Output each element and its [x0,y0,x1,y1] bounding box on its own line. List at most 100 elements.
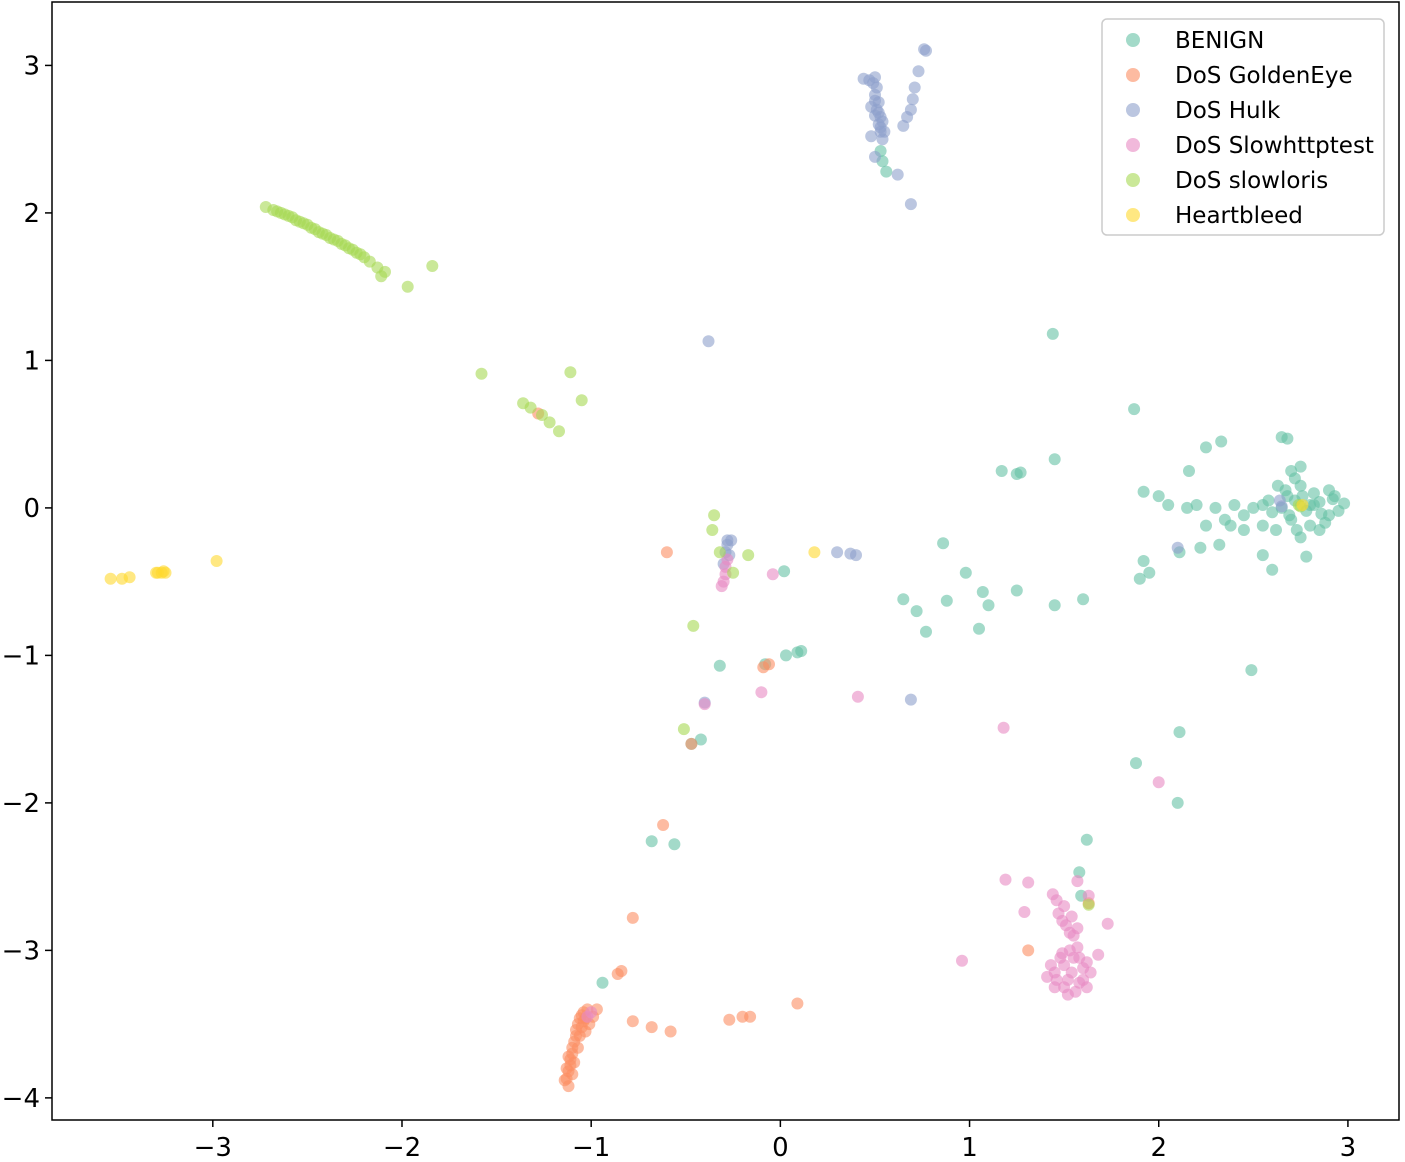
data-point [524,401,537,414]
data-point [475,367,488,380]
data-point [1200,519,1212,532]
data-point [727,566,740,579]
data-point [713,659,726,672]
data-point [668,838,681,851]
data-point [1281,432,1294,445]
data-point [1071,922,1084,935]
data-point [918,43,931,56]
data-point [1022,944,1035,957]
data-point [1315,507,1328,520]
legend: BENIGN DoS GoldenEye DoS Hulk DoS Slowhttpt… [1101,18,1385,236]
data-point [1046,888,1059,901]
data-point [880,165,893,178]
legend-item: BENIGN [1126,28,1264,54]
data-point [1290,524,1303,536]
data-point [891,168,904,181]
data-point [766,568,779,581]
data-point [1065,966,1078,979]
x-tick-label: 2 [1150,1133,1167,1162]
legend-item: Heartbleed [1126,203,1303,229]
data-point [626,1015,639,1028]
data-point [1256,549,1269,562]
data-point [1200,441,1212,454]
legend-box [1101,18,1385,236]
data-point [401,280,414,293]
data-point [571,1041,584,1054]
data-point [1092,948,1105,961]
legend-label: Heartbleed [1175,203,1303,229]
data-point [908,81,921,94]
data-point [1048,599,1061,612]
data-point [1275,500,1288,513]
data-point [536,409,548,421]
data-point [596,976,609,989]
data-point [831,546,844,559]
data-point [865,100,878,113]
data-point [1171,796,1184,809]
data-point [1071,875,1084,888]
data-point [1041,970,1054,983]
data-point [1046,327,1059,340]
data-point [1061,988,1074,1001]
data-point [999,873,1012,886]
data-point [685,737,698,750]
data-point [1307,487,1320,500]
x-tick-label: 3 [1340,1133,1357,1162]
data-point [426,260,439,272]
x-tick-label: −2 [383,1133,421,1162]
data-point [1137,485,1150,498]
data-point [763,658,775,671]
data-point [1288,472,1301,485]
data-point [1300,550,1313,563]
legend-marker [1126,103,1140,117]
data-point [1073,866,1086,879]
data-point [1237,509,1250,522]
data-point [1048,981,1061,994]
data-point [694,733,707,746]
data-point [123,571,136,584]
data-point [626,911,639,924]
data-point [1137,555,1150,567]
data-point [1256,519,1269,532]
data-point [876,115,889,128]
legend-label: DoS Slowhttptest [1175,133,1374,159]
data-point [973,622,985,635]
data-point [1224,519,1237,532]
data-point [615,965,628,977]
data-point [851,690,864,703]
data-point [104,572,117,585]
data-point [159,566,172,579]
data-point [210,555,223,567]
data-point [706,524,719,536]
data-point [687,619,700,632]
data-point [1307,499,1320,511]
legend-label: DoS Hulk [1175,98,1281,124]
legend-label: DoS GoldenEye [1175,63,1353,89]
data-point [375,270,388,283]
data-point [660,546,673,559]
data-point [1270,524,1282,536]
data-point [698,698,711,711]
data-point [742,549,755,562]
data-point [1183,465,1195,477]
y-tick-label: 1 [23,346,40,376]
data-point [1152,776,1165,789]
data-point [1133,572,1146,585]
data-point [562,1050,575,1063]
data-point [1080,833,1093,846]
data-point [575,394,588,407]
data-point [721,553,734,566]
x-tick-label: 0 [772,1133,789,1162]
legend-items: BENIGN DoS GoldenEye DoS Hulk DoS Slowhttpt… [1126,28,1374,229]
legend-marker [1126,138,1140,152]
data-point [1283,509,1296,522]
data-point [869,150,881,163]
data-point [1279,484,1292,497]
data-point [1294,460,1307,473]
data-point [1080,981,1093,994]
data-point [339,239,352,252]
data-point [1245,664,1258,677]
data-point [995,465,1008,477]
data-point [1082,898,1095,911]
